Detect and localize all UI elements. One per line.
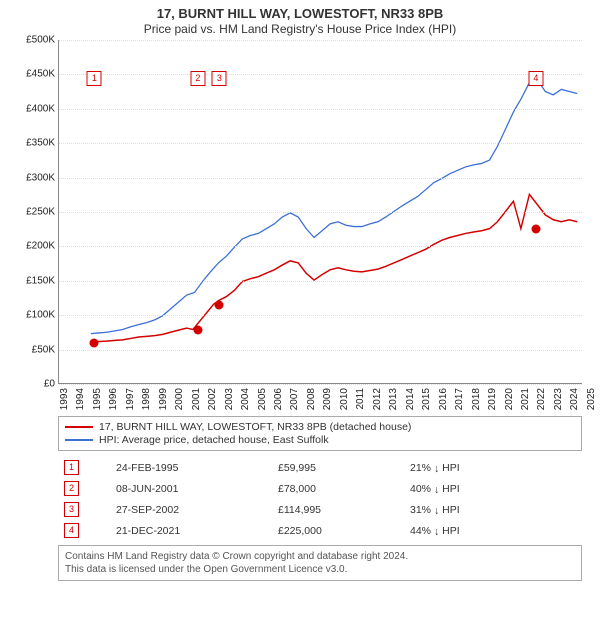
legend-label-property: 17, BURNT HILL WAY, LOWESTOFT, NR33 8PB …: [99, 421, 411, 433]
y-tick-label: £0: [11, 379, 55, 390]
sale-price: £225,000: [272, 520, 404, 541]
sale-marker-3: [215, 300, 224, 309]
chart: £0£50K£100K£150K£200K£250K£300K£350K£400…: [58, 40, 582, 410]
legend-swatch-hpi: [65, 439, 93, 441]
y-tick-label: £200K: [11, 241, 55, 252]
table-row: 3 27-SEP-2002£114,99531% ↓ HPI: [58, 499, 582, 520]
footer-line-2: This data is licensed under the Open Gov…: [65, 563, 575, 576]
page-title: 17, BURNT HILL WAY, LOWESTOFT, NR33 8PB: [8, 6, 592, 21]
table-row: 4 21-DEC-2021£225,00044% ↓ HPI: [58, 520, 582, 541]
sale-marker-4: [531, 225, 540, 234]
sale-date: 21-DEC-2021: [110, 520, 272, 541]
legend-label-hpi: HPI: Average price, detached house, East…: [99, 434, 329, 446]
sale-price: £78,000: [272, 478, 404, 499]
sale-diff: 21% ↓ HPI: [404, 457, 582, 478]
sale-date: 08-JUN-2001: [110, 478, 272, 499]
sale-flag-2: 2: [190, 71, 205, 86]
y-tick-label: £400K: [11, 103, 55, 114]
y-tick-label: £350K: [11, 138, 55, 149]
y-tick-label: £500K: [11, 35, 55, 46]
sale-diff: 44% ↓ HPI: [404, 520, 582, 541]
y-tick-label: £50K: [11, 344, 55, 355]
sale-flag-1: 1: [87, 71, 102, 86]
sale-index-box: 2: [64, 481, 79, 496]
legend-row-hpi: HPI: Average price, detached house, East…: [65, 434, 575, 446]
series-hpi: [91, 80, 577, 334]
sale-marker-1: [90, 338, 99, 347]
legend-swatch-property: [65, 426, 93, 428]
table-row: 2 08-JUN-2001£78,00040% ↓ HPI: [58, 478, 582, 499]
page-subtitle: Price paid vs. HM Land Registry's House …: [8, 22, 592, 36]
y-tick-label: £150K: [11, 275, 55, 286]
sale-flag-4: 4: [528, 71, 543, 86]
sale-diff: 31% ↓ HPI: [404, 499, 582, 520]
legend-row-property: 17, BURNT HILL WAY, LOWESTOFT, NR33 8PB …: [65, 421, 575, 433]
y-tick-label: £250K: [11, 207, 55, 218]
plot-area: £0£50K£100K£150K£200K£250K£300K£350K£400…: [58, 40, 582, 384]
series-property: [91, 194, 577, 341]
sale-diff: 40% ↓ HPI: [404, 478, 582, 499]
sale-flag-3: 3: [212, 71, 227, 86]
legend: 17, BURNT HILL WAY, LOWESTOFT, NR33 8PB …: [58, 416, 582, 451]
sale-index-box: 3: [64, 502, 79, 517]
sale-date: 27-SEP-2002: [110, 499, 272, 520]
sale-date: 24-FEB-1995: [110, 457, 272, 478]
footer-box: Contains HM Land Registry data © Crown c…: [58, 545, 582, 581]
y-tick-label: £100K: [11, 310, 55, 321]
y-tick-label: £300K: [11, 172, 55, 183]
sale-index-box: 1: [64, 460, 79, 475]
y-tick-label: £450K: [11, 69, 55, 80]
sale-price: £59,995: [272, 457, 404, 478]
sales-table: 1 24-FEB-1995£59,99521% ↓ HPI 2 08-JUN-2001…: [58, 457, 582, 541]
table-row: 1 24-FEB-1995£59,99521% ↓ HPI: [58, 457, 582, 478]
sale-index-box: 4: [64, 523, 79, 538]
footer-line-1: Contains HM Land Registry data © Crown c…: [65, 550, 575, 563]
sale-marker-2: [193, 326, 202, 335]
sale-price: £114,995: [272, 499, 404, 520]
